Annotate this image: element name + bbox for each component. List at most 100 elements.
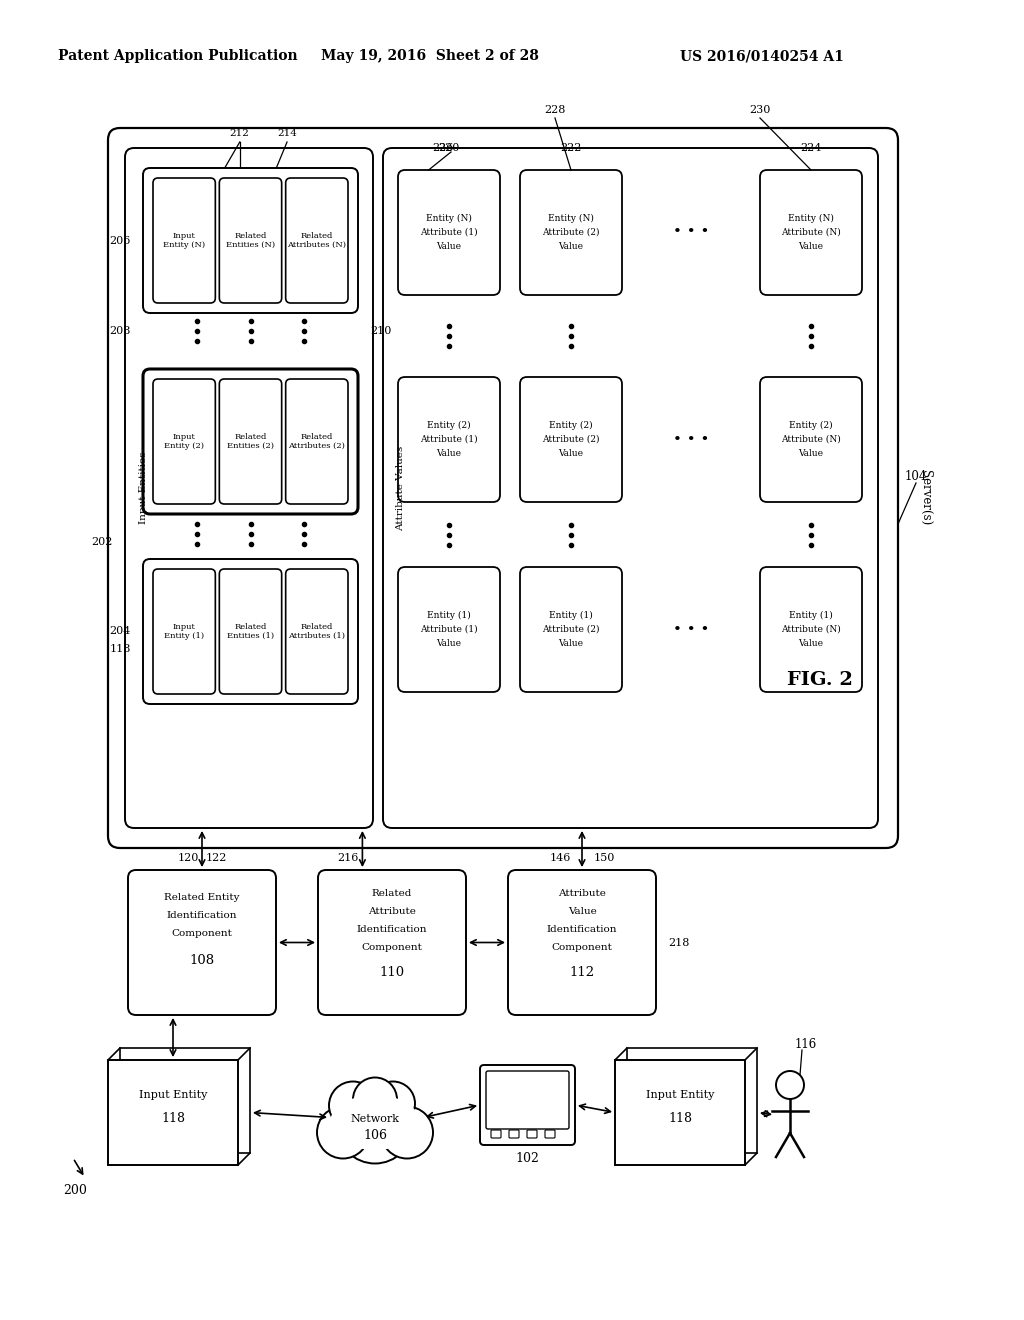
Text: Entity (N): Entity (N) (788, 214, 834, 223)
FancyBboxPatch shape (219, 569, 282, 694)
Text: Related: Related (372, 890, 413, 899)
Text: Component: Component (552, 944, 612, 953)
FancyBboxPatch shape (760, 378, 862, 502)
Text: 146: 146 (549, 853, 570, 863)
Polygon shape (615, 1060, 745, 1166)
Text: Entity (2): Entity (2) (164, 442, 204, 450)
Text: Entity (N): Entity (N) (163, 242, 205, 249)
Text: Attribute (2): Attribute (2) (543, 436, 600, 444)
Ellipse shape (330, 1096, 420, 1150)
FancyBboxPatch shape (108, 128, 898, 847)
Text: Input Entity: Input Entity (139, 1090, 207, 1100)
Text: Entity (1): Entity (1) (427, 611, 471, 620)
Text: Related: Related (301, 623, 333, 631)
Text: Value: Value (436, 639, 462, 648)
Text: 150: 150 (593, 853, 614, 863)
Text: 202: 202 (91, 537, 113, 548)
Text: 212: 212 (229, 128, 250, 137)
Text: 208: 208 (110, 326, 131, 337)
Text: Entity (2): Entity (2) (790, 421, 833, 430)
FancyBboxPatch shape (520, 568, 622, 692)
Text: Value: Value (558, 242, 584, 251)
FancyBboxPatch shape (760, 170, 862, 294)
Text: Attribute (N): Attribute (N) (781, 624, 841, 634)
Text: • • •: • • • (673, 433, 710, 446)
Text: 200: 200 (63, 1184, 87, 1196)
FancyBboxPatch shape (480, 1065, 575, 1144)
Ellipse shape (315, 1074, 435, 1160)
FancyBboxPatch shape (153, 569, 215, 694)
FancyBboxPatch shape (545, 1130, 555, 1138)
Text: Component: Component (172, 929, 232, 939)
Text: Related: Related (234, 623, 266, 631)
Text: 104: 104 (905, 470, 927, 483)
Text: Value: Value (799, 242, 823, 251)
FancyBboxPatch shape (286, 379, 348, 504)
FancyBboxPatch shape (398, 170, 500, 294)
Text: Entity (1): Entity (1) (790, 611, 833, 620)
Text: Related Entity: Related Entity (164, 894, 240, 903)
Text: Value: Value (799, 449, 823, 458)
Text: Attribute: Attribute (558, 890, 606, 899)
Text: Entity (1): Entity (1) (164, 632, 204, 640)
Polygon shape (108, 1060, 238, 1166)
Text: Server(s): Server(s) (920, 470, 933, 525)
Text: Input: Input (173, 232, 196, 240)
FancyBboxPatch shape (153, 379, 215, 504)
Circle shape (353, 1077, 397, 1122)
Text: Attribute (1): Attribute (1) (420, 228, 478, 238)
Text: Value: Value (436, 449, 462, 458)
Text: 108: 108 (189, 953, 215, 966)
Text: • • •: • • • (673, 226, 710, 239)
Text: Input Entities: Input Entities (138, 451, 147, 524)
Text: Attribute (1): Attribute (1) (420, 436, 478, 444)
Polygon shape (120, 1048, 250, 1152)
Circle shape (337, 1088, 413, 1163)
Text: 214: 214 (278, 128, 297, 137)
FancyBboxPatch shape (153, 178, 215, 304)
Text: Entities (1): Entities (1) (227, 632, 274, 640)
Text: 118: 118 (110, 644, 131, 655)
Text: Patent Application Publication: Patent Application Publication (58, 49, 298, 63)
Text: FIG. 2: FIG. 2 (787, 671, 853, 689)
Text: 226: 226 (432, 143, 454, 153)
Text: 112: 112 (569, 965, 595, 978)
Circle shape (381, 1106, 433, 1159)
Text: Related: Related (301, 433, 333, 441)
Text: Related: Related (234, 433, 266, 441)
Text: Identification: Identification (356, 925, 427, 935)
Text: Entity (N): Entity (N) (426, 214, 472, 223)
Text: 224: 224 (801, 143, 821, 153)
Polygon shape (627, 1048, 757, 1152)
Text: Identification: Identification (167, 912, 238, 920)
Text: 218: 218 (668, 937, 689, 948)
Circle shape (317, 1106, 369, 1159)
Text: Value: Value (558, 449, 584, 458)
Text: 230: 230 (750, 106, 771, 115)
Text: Input: Input (173, 433, 196, 441)
Text: Attribute (1): Attribute (1) (420, 624, 478, 634)
Text: Attributes (1): Attributes (1) (289, 632, 345, 640)
Text: • • •: • • • (673, 623, 710, 636)
FancyBboxPatch shape (125, 148, 373, 828)
Text: 116: 116 (795, 1039, 817, 1052)
Text: Entities (N): Entities (N) (226, 242, 275, 249)
Text: Entity (2): Entity (2) (549, 421, 593, 430)
Text: Input Entity: Input Entity (646, 1090, 714, 1100)
FancyBboxPatch shape (527, 1130, 537, 1138)
FancyBboxPatch shape (486, 1071, 569, 1129)
FancyBboxPatch shape (383, 148, 878, 828)
Text: 122: 122 (206, 853, 226, 863)
Text: Attributes (2): Attributes (2) (289, 442, 345, 450)
FancyBboxPatch shape (318, 870, 466, 1015)
FancyBboxPatch shape (143, 370, 358, 513)
FancyBboxPatch shape (286, 569, 348, 694)
FancyBboxPatch shape (219, 379, 282, 504)
Text: Value: Value (799, 639, 823, 648)
Text: Entity (N): Entity (N) (548, 214, 594, 223)
Text: Entity (2): Entity (2) (427, 421, 471, 430)
Circle shape (371, 1081, 415, 1126)
FancyBboxPatch shape (398, 568, 500, 692)
Text: Component: Component (361, 944, 423, 953)
FancyBboxPatch shape (143, 168, 358, 313)
